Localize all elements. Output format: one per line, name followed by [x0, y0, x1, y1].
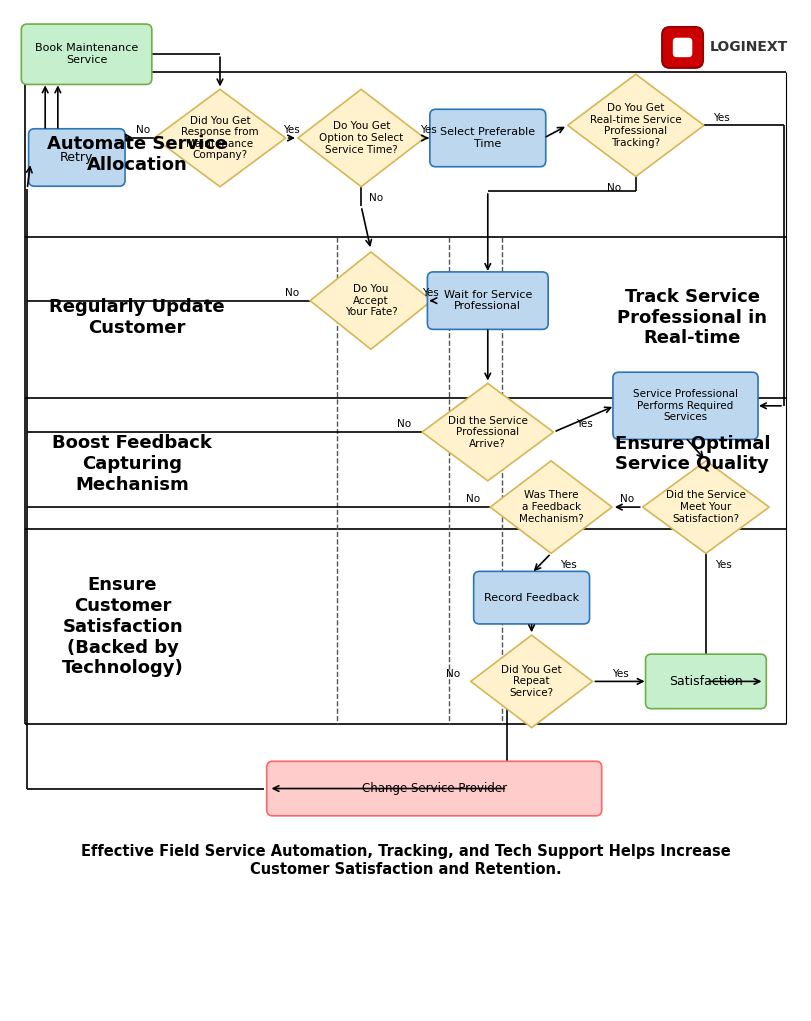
Text: Retry: Retry [60, 151, 93, 164]
Text: Yes: Yes [560, 561, 577, 570]
FancyBboxPatch shape [646, 654, 766, 709]
Polygon shape [490, 460, 612, 553]
FancyBboxPatch shape [613, 373, 758, 439]
Polygon shape [470, 635, 593, 728]
Text: Did the Service
Professional
Arrive?: Did the Service Professional Arrive? [448, 416, 528, 448]
Text: Boost Feedback
Capturing
Mechanism: Boost Feedback Capturing Mechanism [53, 434, 212, 493]
Text: No: No [135, 126, 149, 135]
Text: Did the Service
Meet Your
Satisfaction?: Did the Service Meet Your Satisfaction? [666, 490, 746, 524]
FancyBboxPatch shape [662, 27, 703, 67]
Text: Yes: Yes [283, 126, 300, 135]
Text: Was There
a Feedback
Mechanism?: Was There a Feedback Mechanism? [519, 490, 583, 524]
Text: Ensure
Customer
Satisfaction
(Backed by
Technology): Ensure Customer Satisfaction (Backed by … [62, 576, 183, 678]
FancyBboxPatch shape [21, 25, 152, 85]
Text: Automate Service
Allocation: Automate Service Allocation [47, 135, 227, 174]
Polygon shape [568, 75, 704, 177]
Text: No: No [466, 494, 480, 504]
Text: Yes: Yes [713, 112, 730, 123]
Text: Satisfaction: Satisfaction [669, 675, 743, 688]
Text: Did You Get
Response from
Maintenance
Company?: Did You Get Response from Maintenance Co… [181, 115, 259, 160]
Text: Yes: Yes [423, 288, 439, 298]
Text: Record Feedback: Record Feedback [484, 592, 579, 602]
Text: No: No [607, 183, 621, 193]
Text: Yes: Yes [576, 420, 593, 429]
Text: Change Service Provider: Change Service Provider [362, 782, 507, 795]
FancyBboxPatch shape [267, 762, 602, 816]
Polygon shape [154, 89, 285, 187]
Text: Do You Get
Real-time Service
Professional
Tracking?: Do You Get Real-time Service Professiona… [590, 103, 681, 148]
FancyBboxPatch shape [673, 38, 693, 57]
Text: Book Maintenance
Service: Book Maintenance Service [35, 44, 138, 65]
Text: Service Professional
Performs Required
Services: Service Professional Performs Required S… [633, 389, 738, 423]
Polygon shape [642, 460, 769, 553]
FancyBboxPatch shape [427, 272, 548, 330]
Text: No: No [285, 288, 299, 298]
Polygon shape [422, 384, 554, 481]
Text: No: No [446, 669, 461, 679]
Text: Track Service
Professional in
Real-time: Track Service Professional in Real-time [617, 288, 767, 347]
Text: Yes: Yes [420, 126, 436, 135]
Text: No: No [620, 494, 634, 504]
Text: LOGINEXT: LOGINEXT [710, 41, 788, 54]
Text: No: No [397, 420, 412, 429]
Text: Select Preferable
Time: Select Preferable Time [440, 128, 535, 149]
Text: No: No [369, 193, 383, 203]
Text: Regularly Update
Customer: Regularly Update Customer [49, 298, 225, 337]
Text: Yes: Yes [715, 561, 732, 570]
Text: Ensure Optimal
Service Quality: Ensure Optimal Service Quality [615, 435, 770, 474]
Text: Wait for Service
Professional: Wait for Service Professional [444, 290, 532, 311]
FancyBboxPatch shape [430, 109, 546, 166]
FancyBboxPatch shape [474, 572, 590, 624]
Polygon shape [298, 89, 424, 187]
Text: Effective Field Service Automation, Tracking, and Tech Support Helps Increase
Cu: Effective Field Service Automation, Trac… [80, 844, 731, 877]
FancyBboxPatch shape [28, 129, 125, 186]
Text: Yes: Yes [611, 669, 629, 679]
Polygon shape [310, 252, 431, 349]
Text: Do You Get
Option to Select
Service Time?: Do You Get Option to Select Service Time… [319, 121, 403, 154]
Text: Did You Get
Repeat
Service?: Did You Get Repeat Service? [501, 665, 562, 698]
Text: Do You
Accept
Your Fate?: Do You Accept Your Fate? [345, 284, 397, 318]
